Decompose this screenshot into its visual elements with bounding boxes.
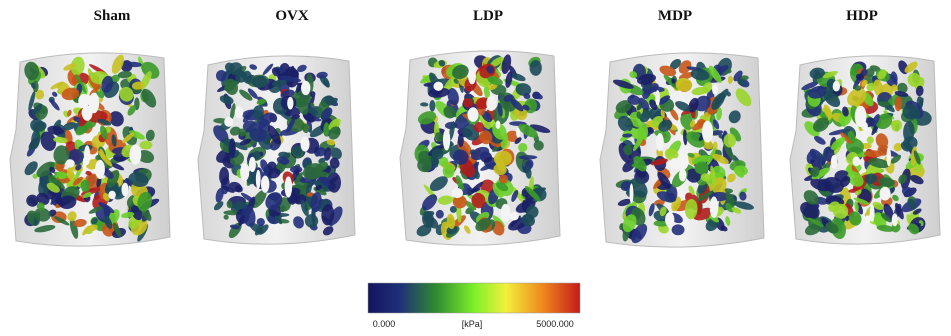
bone-render: [198, 56, 355, 244]
pore: [235, 106, 244, 118]
trabecula: [140, 141, 153, 150]
pore: [496, 121, 501, 130]
pore: [256, 170, 261, 189]
pore: [467, 107, 478, 122]
colorbar-max-label: 5000.000: [536, 319, 574, 329]
panel-title: Sham: [94, 8, 131, 24]
pore: [82, 157, 86, 174]
pore: [486, 96, 496, 111]
pore: [285, 176, 293, 197]
colorbar-unit-label: [kPa]: [462, 319, 483, 329]
pore: [240, 163, 249, 180]
pore: [108, 191, 115, 200]
bone-render: [400, 51, 560, 245]
bone-renders: [10, 51, 940, 247]
pore: [833, 81, 840, 92]
pore: [224, 117, 233, 127]
trabecula: [530, 60, 542, 76]
trabecula: [671, 78, 675, 83]
panel-title: LDP: [473, 8, 503, 24]
pore: [452, 188, 463, 198]
pore: [287, 97, 293, 110]
bone-render: [600, 53, 764, 247]
pore: [443, 129, 450, 151]
pore: [880, 187, 891, 201]
pore: [82, 106, 93, 121]
pore: [831, 155, 837, 169]
figure: Sham OVX LDP MDP HDP 0.000 [kPa] 5000.00…: [0, 0, 951, 336]
bone-render: [10, 53, 170, 246]
pore: [665, 212, 674, 227]
bone-render: [790, 56, 940, 244]
trabecula: [429, 100, 435, 112]
colorbar: [368, 283, 580, 313]
pore: [677, 153, 689, 170]
pore: [261, 176, 269, 193]
pore: [129, 144, 141, 164]
pore: [712, 84, 718, 95]
pore: [870, 205, 875, 222]
pore: [516, 128, 520, 138]
pore: [300, 136, 309, 151]
pore: [886, 147, 891, 166]
pore: [301, 81, 311, 95]
panel-titles: Sham OVX LDP MDP HDP: [94, 8, 878, 24]
colorbar-min-label: 0.000: [373, 319, 396, 329]
pore: [861, 122, 868, 130]
pore: [433, 82, 443, 91]
pore: [629, 184, 633, 204]
panel-title: OVX: [275, 8, 309, 24]
pore: [249, 157, 256, 172]
pore: [679, 169, 687, 182]
trabecula: [229, 138, 236, 158]
pore: [468, 68, 476, 84]
panel-title: MDP: [658, 8, 692, 24]
pore: [501, 204, 511, 223]
pore: [655, 90, 660, 106]
pore: [65, 159, 74, 167]
pore: [892, 213, 898, 226]
pore: [656, 133, 664, 151]
page: Sham OVX LDP MDP HDP 0.000 [kPa] 5000.00…: [0, 0, 951, 336]
pore: [852, 156, 860, 166]
panel-title: HDP: [846, 8, 878, 24]
pore: [121, 183, 128, 197]
pore: [710, 196, 718, 218]
pore: [509, 212, 519, 221]
trabecula: [458, 133, 464, 147]
pore: [95, 160, 105, 179]
trabecula: [519, 155, 538, 159]
pore: [702, 121, 713, 143]
